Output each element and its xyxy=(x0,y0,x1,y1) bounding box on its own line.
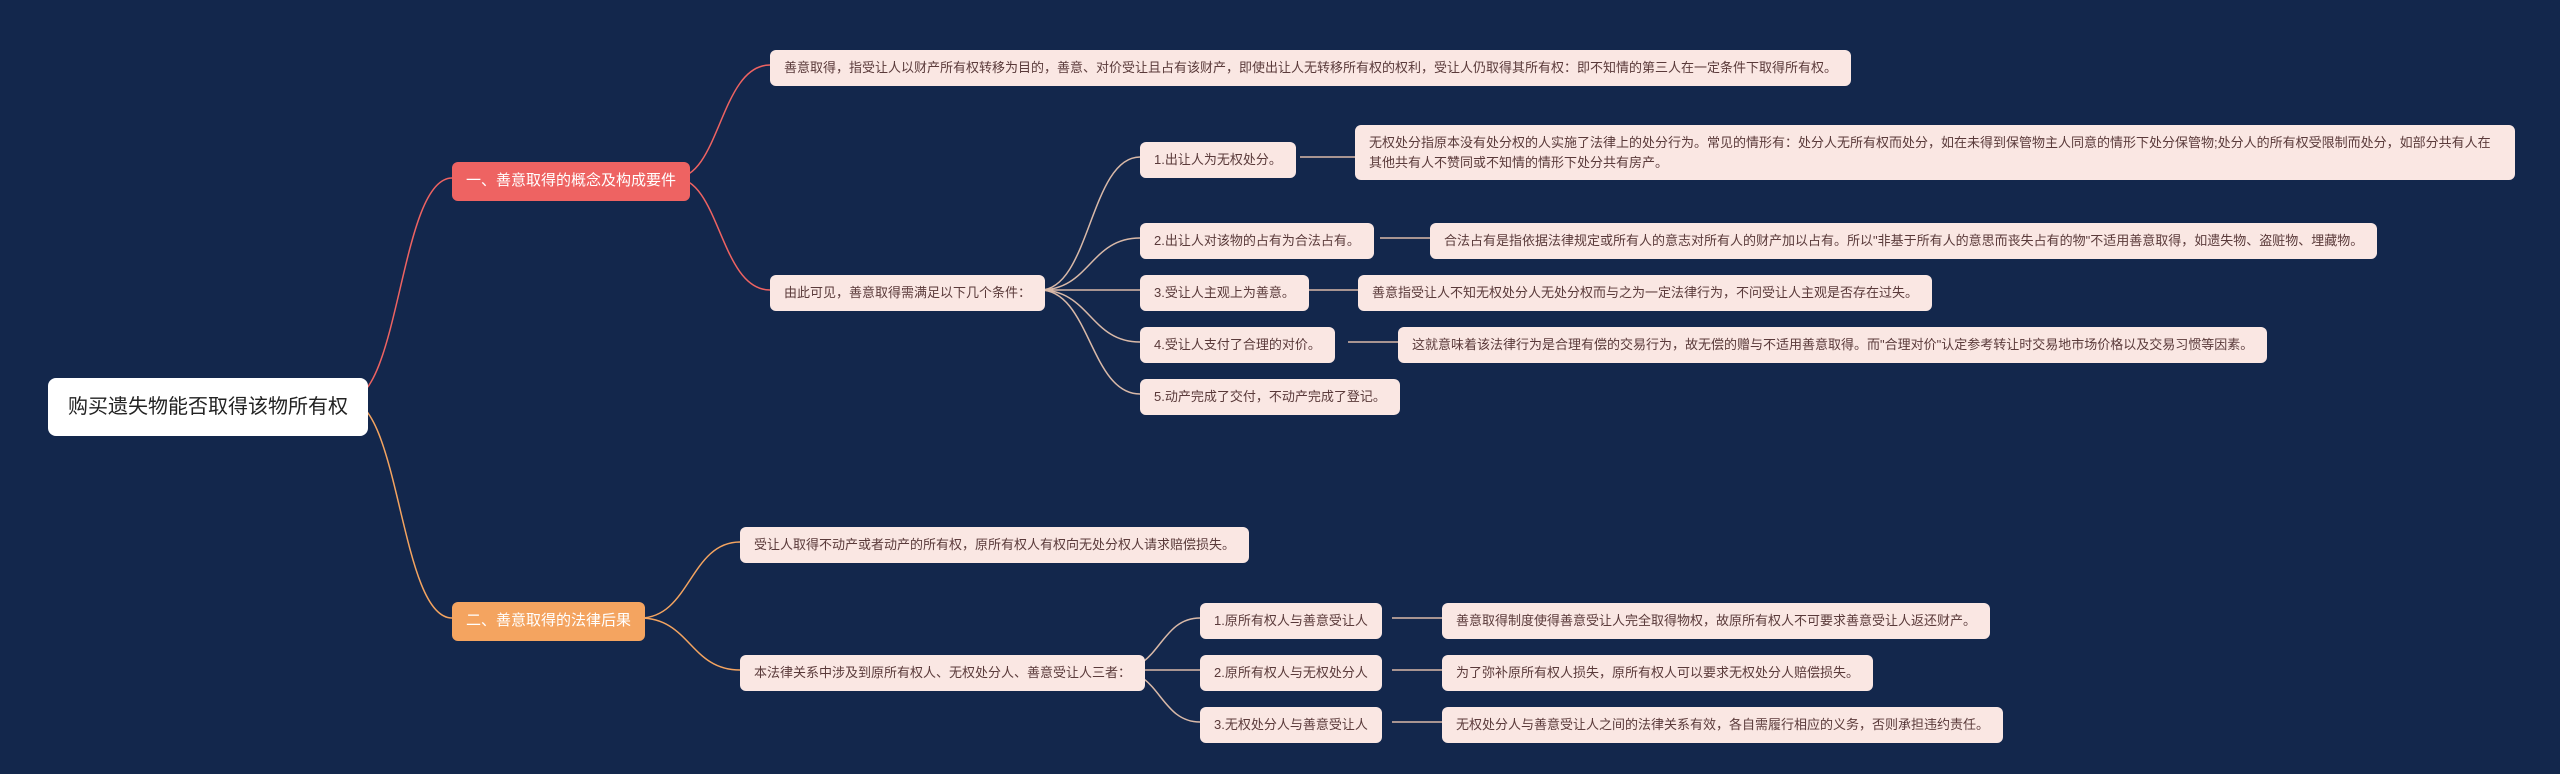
b2-b: 本法律关系中涉及到原所有权人、无权处分人、善意受让人三者： xyxy=(740,655,1145,691)
party-2: 2.原所有权人与无权处分人 xyxy=(1200,655,1382,691)
b2-a: 受让人取得不动产或者动产的所有权，原所有权人有权向无处分权人请求赔偿损失。 xyxy=(740,527,1249,563)
cond-2: 2.出让人对该物的占有为合法占有。 xyxy=(1140,223,1374,259)
cond-3-detail: 善意指受让人不知无权处分人无处分权而与之为一定法律行为，不问受让人主观是否存在过… xyxy=(1358,275,1932,311)
b1-conditions-intro: 由此可见，善意取得需满足以下几个条件： xyxy=(770,275,1045,311)
party-1-detail: 善意取得制度使得善意受让人完全取得物权，故原所有权人不可要求善意受让人返还财产。 xyxy=(1442,603,1990,639)
b1-definition: 善意取得，指受让人以财产所有权转移为目的，善意、对价受让且占有该财产，即使出让人… xyxy=(770,50,1851,86)
cond-1: 1.出让人为无权处分。 xyxy=(1140,142,1296,178)
branch-1[interactable]: 一、善意取得的概念及构成要件 xyxy=(452,162,690,201)
party-2-detail: 为了弥补原所有权人损失，原所有权人可以要求无权处分人赔偿损失。 xyxy=(1442,655,1873,691)
root-node[interactable]: 购买遗失物能否取得该物所有权 xyxy=(48,378,368,436)
cond-4-detail: 这就意味着该法律行为是合理有偿的交易行为，故无偿的赠与不适用善意取得。而"合理对… xyxy=(1398,327,2267,363)
party-3: 3.无权处分人与善意受让人 xyxy=(1200,707,1382,743)
cond-2-detail: 合法占有是指依据法律规定或所有人的意志对所有人的财产加以占有。所以"非基于所有人… xyxy=(1430,223,2377,259)
party-3-detail: 无权处分人与善意受让人之间的法律关系有效，各自需履行相应的义务，否则承担违约责任… xyxy=(1442,707,2003,743)
branch-2[interactable]: 二、善意取得的法律后果 xyxy=(452,602,645,641)
cond-5: 5.动产完成了交付，不动产完成了登记。 xyxy=(1140,379,1400,415)
cond-3: 3.受让人主观上为善意。 xyxy=(1140,275,1309,311)
cond-1-detail: 无权处分指原本没有处分权的人实施了法律上的处分行为。常见的情形有：处分人无所有权… xyxy=(1355,125,2515,180)
party-1: 1.原所有权人与善意受让人 xyxy=(1200,603,1382,639)
cond-4: 4.受让人支付了合理的对价。 xyxy=(1140,327,1335,363)
